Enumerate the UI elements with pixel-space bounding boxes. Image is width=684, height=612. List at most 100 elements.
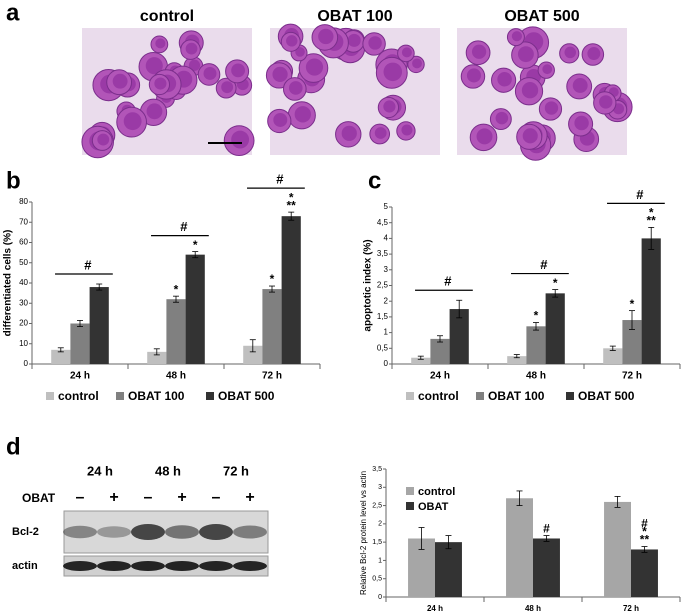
y-tick-label: 3 bbox=[378, 484, 382, 491]
y-tick-label: 2,5 bbox=[377, 281, 389, 290]
y-tick-label: 1 bbox=[384, 328, 389, 337]
y-tick-label: 3,5 bbox=[372, 466, 382, 473]
nucleus bbox=[368, 36, 382, 50]
legend-swatch bbox=[406, 392, 414, 400]
blot-band bbox=[63, 561, 97, 571]
bar bbox=[243, 345, 263, 364]
x-tick-label: 48 h bbox=[166, 371, 186, 382]
legend-swatch bbox=[406, 502, 414, 510]
comparison-label: # bbox=[84, 257, 92, 272]
y-tick-label: 1,5 bbox=[377, 312, 389, 321]
nucleus bbox=[412, 58, 422, 69]
y-tick-label: 40 bbox=[19, 278, 28, 287]
time-label: 48 h bbox=[155, 463, 181, 478]
panel-letter: d bbox=[6, 433, 21, 460]
bar bbox=[51, 349, 71, 364]
panel-letter: c bbox=[368, 167, 381, 194]
image-label: OBAT 100 bbox=[317, 8, 392, 25]
nucleus bbox=[145, 57, 163, 75]
nucleus bbox=[374, 127, 387, 139]
significance-mark: * bbox=[630, 297, 635, 311]
nucleus bbox=[471, 44, 487, 59]
nucleus bbox=[146, 103, 163, 120]
bar bbox=[631, 549, 658, 597]
nucleus bbox=[188, 59, 201, 71]
x-tick-label: 48 h bbox=[525, 604, 541, 612]
significance-mark: ** bbox=[287, 198, 297, 212]
nucleus bbox=[221, 81, 234, 94]
sign: – bbox=[212, 489, 221, 506]
nucleus bbox=[522, 128, 538, 144]
y-tick-label: 50 bbox=[19, 258, 28, 267]
legend-label: OBAT bbox=[418, 501, 449, 513]
bar bbox=[506, 498, 533, 597]
blot-band bbox=[97, 561, 131, 571]
sign: + bbox=[109, 489, 118, 506]
nucleus bbox=[511, 31, 523, 42]
nucleus bbox=[495, 111, 509, 125]
nucleus bbox=[476, 128, 493, 145]
y-axis-label: differentiated cells (%) bbox=[3, 230, 14, 337]
y-tick-label: 0,5 bbox=[372, 576, 382, 583]
nucleus bbox=[517, 46, 534, 63]
bar bbox=[604, 501, 631, 597]
legend-label: OBAT 100 bbox=[128, 389, 185, 403]
y-tick-label: 1 bbox=[378, 557, 382, 564]
x-tick-label: 24 h bbox=[430, 371, 450, 382]
significance-mark: ** bbox=[647, 214, 657, 228]
x-tick-label: 72 h bbox=[622, 371, 642, 382]
bar bbox=[641, 238, 661, 364]
bar bbox=[435, 542, 462, 597]
panel-letter: b bbox=[6, 167, 21, 194]
blot-band bbox=[165, 561, 199, 571]
y-tick-label: 60 bbox=[19, 238, 28, 247]
legend-label: OBAT 500 bbox=[578, 389, 635, 403]
significance-mark: * bbox=[553, 276, 558, 290]
y-axis-label: Relative Bcl-2 protein level vs actin bbox=[359, 471, 368, 595]
nucleus bbox=[123, 112, 142, 131]
bar bbox=[262, 289, 282, 364]
bar bbox=[526, 326, 546, 364]
blot-band bbox=[131, 524, 165, 540]
nucleus bbox=[295, 47, 305, 57]
nucleus bbox=[466, 68, 482, 83]
comparison-label: # bbox=[276, 172, 284, 187]
legend-swatch bbox=[116, 392, 124, 400]
nucleus bbox=[305, 58, 324, 76]
nucleus bbox=[155, 38, 166, 49]
significance-mark: * bbox=[289, 190, 294, 204]
bar bbox=[603, 348, 623, 364]
significance-mark: * bbox=[270, 272, 275, 286]
nucleus bbox=[587, 47, 601, 60]
bar bbox=[185, 254, 205, 364]
x-tick-label: 24 h bbox=[70, 371, 90, 382]
treatment-label: OBAT bbox=[22, 491, 56, 505]
nucleus bbox=[185, 42, 198, 55]
nucleus bbox=[383, 62, 403, 82]
nucleus bbox=[521, 82, 539, 99]
y-tick-label: 3 bbox=[384, 265, 389, 274]
bar bbox=[507, 356, 527, 364]
legend-label: OBAT 500 bbox=[218, 389, 275, 403]
significance-mark: ** bbox=[640, 533, 650, 547]
bar bbox=[411, 357, 431, 364]
sign: – bbox=[76, 489, 85, 506]
significance-mark: # bbox=[641, 517, 648, 531]
nucleus bbox=[318, 28, 334, 45]
nucleus bbox=[497, 71, 512, 87]
y-tick-label: 30 bbox=[19, 298, 28, 307]
y-tick-label: 0 bbox=[378, 594, 382, 601]
x-tick-label: 24 h bbox=[427, 604, 443, 612]
bar bbox=[70, 323, 90, 364]
nucleus bbox=[401, 124, 413, 136]
nucleus bbox=[203, 66, 217, 80]
significance-mark: * bbox=[649, 206, 654, 220]
y-axis-label: apoptotic index (%) bbox=[363, 239, 374, 331]
nucleus bbox=[572, 78, 588, 93]
y-tick-label: 1,5 bbox=[372, 539, 382, 546]
blot-band bbox=[131, 561, 165, 571]
nucleus bbox=[97, 133, 110, 146]
nucleus bbox=[112, 73, 128, 89]
legend-swatch bbox=[476, 392, 484, 400]
